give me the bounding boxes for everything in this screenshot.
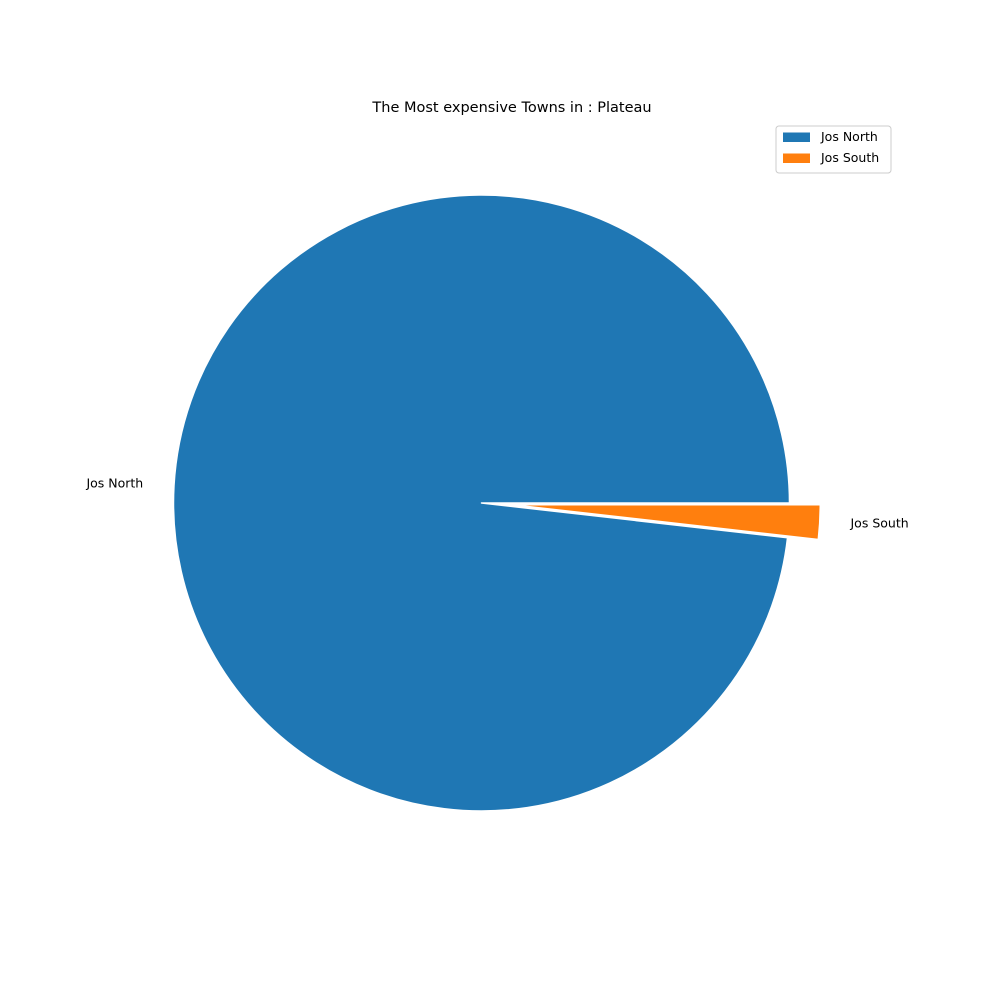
slice-label-jos-south: Jos South (850, 515, 909, 530)
legend-label-jos-north: Jos North (820, 129, 878, 144)
legend-label-jos-south: Jos South (820, 150, 879, 165)
legend-swatch-jos-north (783, 132, 810, 142)
chart-title: The Most expensive Towns in : Plateau (371, 100, 651, 116)
pie-slices (172, 194, 822, 812)
legend: Jos North Jos South (775, 125, 892, 174)
legend-swatch-jos-south (783, 153, 810, 163)
slice-label-jos-north: Jos North (85, 475, 143, 490)
pie-slice-jos-south (511, 503, 822, 541)
legend-entries: Jos North Jos South (783, 129, 879, 165)
pie-slice-labels: Jos North Jos South (85, 475, 908, 530)
pie-slice-jos-north (172, 194, 791, 812)
